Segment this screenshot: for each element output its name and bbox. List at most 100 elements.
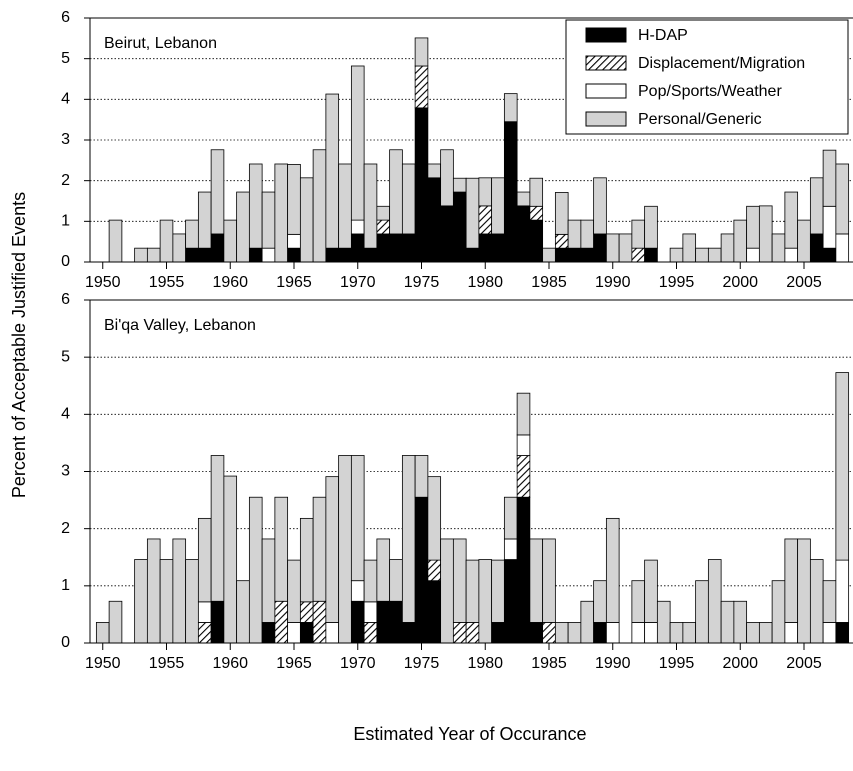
bar-segment	[261, 538, 276, 623]
x-tick-label: 1985	[531, 274, 567, 291]
bar-segment	[338, 455, 352, 644]
bar-segment	[682, 233, 697, 263]
bar-segment	[567, 219, 582, 249]
bar-segment	[580, 247, 595, 263]
x-tick-label: 1960	[212, 274, 248, 291]
y-tick-label: 6	[61, 9, 70, 26]
bar-segment	[210, 600, 225, 644]
y-tick-label: 1	[61, 213, 70, 230]
panel-title: Bi'qa Valley, Lebanon	[104, 317, 256, 334]
bar-segment	[822, 580, 837, 623]
bar-segment	[516, 455, 531, 498]
legend-swatch	[585, 111, 627, 127]
bar-segment	[465, 622, 480, 644]
bar-segment	[146, 538, 161, 644]
bar-segment	[516, 205, 531, 263]
x-tick-label: 1980	[467, 274, 503, 291]
bar-segment	[567, 622, 582, 644]
bar-segment	[580, 219, 595, 249]
bar-segment	[350, 600, 365, 644]
bar-segment	[669, 247, 684, 263]
x-tick-label: 1960	[212, 655, 248, 672]
bar-segment	[401, 455, 416, 623]
bar-segment	[771, 233, 786, 263]
bar-segment	[529, 177, 544, 207]
bar-segment	[287, 247, 301, 263]
bar-segment	[248, 247, 263, 263]
y-tick-label: 5	[61, 348, 70, 365]
bar-segment	[784, 538, 799, 623]
bar-segment	[835, 559, 850, 623]
bar-segment	[605, 233, 620, 263]
bar-segment	[746, 622, 760, 644]
bar-segment	[529, 622, 544, 644]
bar-segment	[503, 121, 518, 263]
bar-segment	[554, 233, 569, 249]
bar-segment	[491, 177, 505, 235]
bar-segment	[784, 622, 799, 644]
y-tick-label: 0	[61, 253, 70, 270]
bar-segment	[350, 455, 365, 582]
bar-segment	[197, 191, 212, 249]
bar-segment	[478, 559, 493, 644]
x-tick-label: 2000	[722, 274, 758, 291]
bar-segment	[707, 247, 722, 263]
x-tick-label: 1990	[595, 655, 631, 672]
bar-segment	[465, 559, 480, 623]
bar-segment	[363, 247, 378, 263]
bars	[95, 372, 850, 644]
bar-segment	[491, 233, 505, 263]
bar-segment	[758, 622, 773, 644]
bar-segment	[503, 538, 518, 560]
x-tick-label: 1955	[149, 655, 185, 672]
bar-segment	[376, 600, 391, 644]
bar-segment	[312, 496, 327, 602]
bar-segment	[835, 372, 850, 561]
legend-label: Pop/Sports/Weather	[638, 83, 782, 100]
y-tick-label: 4	[61, 406, 70, 423]
x-tick-label: 1965	[276, 655, 312, 672]
x-tick-label: 1950	[85, 655, 121, 672]
bar-segment	[223, 219, 238, 263]
bar-segment	[376, 233, 391, 263]
bar-segment	[478, 233, 493, 263]
bar-segment	[274, 600, 289, 644]
y-tick-label: 3	[61, 463, 70, 480]
bar-segment	[414, 37, 429, 67]
bar-segment	[542, 538, 556, 623]
bar-segment	[478, 177, 493, 207]
y-tick-label: 2	[61, 172, 70, 189]
bar-segment	[605, 622, 620, 644]
y-tick-label: 1	[61, 577, 70, 594]
bar-segment	[809, 177, 824, 235]
bar-segment	[299, 622, 314, 644]
bar-segment	[108, 219, 123, 263]
bar-segment	[299, 601, 314, 623]
bar-segment	[452, 177, 467, 193]
bar-segment	[248, 163, 263, 249]
bar-segment	[363, 622, 378, 644]
bar-segment	[593, 580, 607, 623]
bar-segment	[644, 622, 658, 644]
bar-segment	[172, 538, 187, 644]
bar-segment	[835, 233, 850, 263]
bar-segment	[299, 517, 314, 603]
bar-segment	[771, 580, 786, 644]
bar-segment	[440, 149, 454, 207]
legend-label: Displacement/Migration	[638, 55, 805, 72]
bar-segment	[478, 205, 493, 235]
bar-segment	[580, 600, 595, 644]
y-tick-label: 3	[61, 131, 70, 148]
bar-segment	[287, 233, 301, 249]
bar-segment	[682, 622, 697, 644]
bar-segment	[261, 622, 276, 644]
bar-segment	[261, 191, 276, 249]
bar-segment	[376, 205, 391, 221]
bar-segment	[465, 177, 480, 249]
bar-segment	[389, 233, 403, 263]
bar-segment	[363, 163, 378, 249]
bar-segment	[644, 247, 658, 263]
bar-segment	[695, 580, 709, 644]
bar-segment	[427, 177, 442, 263]
